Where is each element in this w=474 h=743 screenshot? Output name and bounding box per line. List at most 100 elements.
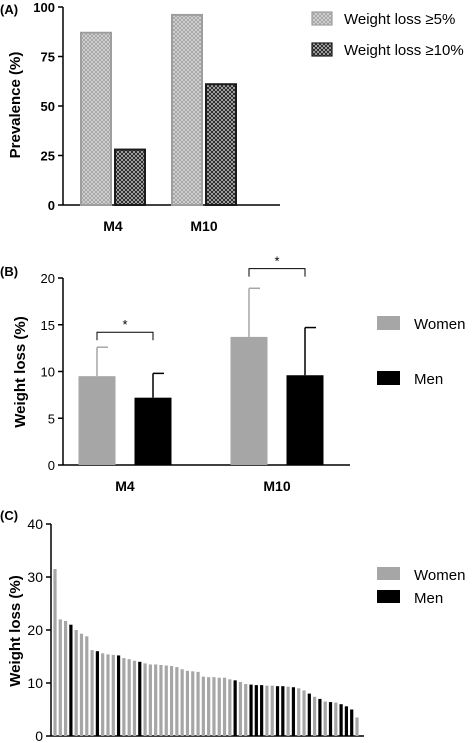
legend-swatch-men [377,371,400,385]
bar-participant-42 [270,685,274,736]
y-tick-label: 25 [41,149,55,164]
y-tick-label: 10 [41,365,55,380]
bar-participant-17 [138,661,142,736]
bar-participant-22 [164,665,168,736]
bar-participant-47 [297,688,301,736]
bar-participant-48 [302,690,306,736]
bar-participant-16 [132,660,137,736]
legend-swatch-men [377,590,400,603]
significance-bracket [96,331,154,341]
bar-participant-27 [191,671,195,736]
significance-marker: * [274,254,279,269]
bar-participant-25 [180,669,184,736]
bar-participant-41 [265,685,269,736]
bar-participant-52 [323,701,327,736]
bar-participant-7 [85,636,89,736]
legend-label-women: Women [414,567,465,584]
bar-participant-37 [244,684,248,736]
y-tick-label: 0 [48,458,55,473]
bar-m4-men [134,397,172,465]
y-tick-label: 40 [27,516,43,532]
y-tick-label: 0 [48,198,55,213]
bar-participant-28 [196,671,200,736]
bar-participant-24 [175,667,179,736]
bar-participant-35 [233,680,237,736]
bar-participant-9 [95,651,99,736]
bar-participant-15 [127,659,131,736]
y-tick-label: 100 [33,0,55,15]
y-tick-label: 20 [27,622,43,638]
panel-a-y-axis-title: Prevalence (%) [7,52,24,159]
bar-participant-56 [344,706,349,736]
bar-m10-series-2 [205,83,237,206]
significance-bracket [248,268,306,277]
panel-b-label: (B) [0,264,18,279]
x-tick-label: M10 [190,218,217,234]
bar-m4-women [78,376,116,465]
bar-participant-2 [58,619,62,736]
bar-participant-31 [212,677,216,736]
panel-c-legend: Women Men [377,567,465,607]
panel-a-legend: Weight loss ≥5% Weight loss ≥10% [311,11,464,59]
bar-participant-54 [334,702,338,736]
panel-a-tick-labels: 0 25 50 75 100 M4 M10 [33,0,218,234]
significance-marker: * [122,317,127,332]
legend-label-weight-loss-10: Weight loss ≥10% [344,42,464,59]
bar-participant-36 [238,681,243,736]
bar-participant-14 [122,658,126,736]
y-tick-label: 20 [41,271,55,286]
bar-participant-33 [222,677,227,736]
bar-participant-32 [217,677,221,736]
bar-participant-29 [201,676,205,736]
legend-swatch-women [377,316,400,330]
bar-participant-8 [90,650,94,736]
bar-participant-12 [111,654,115,736]
bar-participant-49 [307,693,311,736]
bar-participant-50 [313,696,317,736]
legend-label-men: Men [414,371,443,388]
bar-m4-series-1 [80,31,112,206]
panel-a-label: (A) [0,2,18,17]
bar-participant-58 [355,717,359,736]
panel-b: (B) Weight loss (%) 0 5 10 15 20 M4 M10 * * Wome… [0,254,465,494]
bar-participant-55 [339,704,343,736]
bar-participant-34 [228,679,232,736]
bar-participant-5 [74,630,78,736]
bar-participant-30 [207,677,211,736]
bar-participant-10 [101,653,105,736]
bar-participant-44 [281,686,285,736]
legend-swatch-weight-loss-10 [311,42,333,57]
panel-b-legend: Women Men [377,316,465,388]
panel-c-bars [53,569,359,736]
bar-participant-43 [275,686,280,736]
panel-c-axes [46,523,364,737]
bar-participant-40 [260,685,264,736]
legend-label-men: Men [414,590,443,607]
bar-participant-39 [254,685,258,736]
bar-participant-45 [286,686,290,736]
panel-b-bars [78,268,324,465]
bar-participant-53 [328,702,333,736]
x-tick-label: M10 [263,478,290,494]
bar-m4-series-2 [114,148,146,206]
panel-a-bars [80,13,237,207]
panel-c: (C) Weight loss (%) 0 10 20 30 40 Women Men [0,508,465,743]
bar-m10-women [230,336,268,465]
bar-participant-1 [53,569,57,736]
panel-b-tick-labels: 0 5 10 15 20 M4 M10 * * [41,254,291,494]
bar-m10-series-1 [171,13,203,207]
bar-participant-57 [350,709,354,736]
bar-participant-11 [106,654,110,736]
bar-participant-51 [318,698,322,736]
y-tick-label: 30 [27,569,43,585]
bar-participant-21 [159,664,163,736]
bar-participant-3 [63,620,68,736]
y-tick-label: 0 [35,728,43,743]
bar-participant-6 [79,633,84,736]
panel-b-y-axis-title: Weight loss (%) [12,316,29,427]
x-tick-label: M4 [103,218,123,234]
bar-participant-23 [169,666,174,736]
bar-participant-46 [291,687,296,736]
y-tick-label: 10 [27,675,43,691]
